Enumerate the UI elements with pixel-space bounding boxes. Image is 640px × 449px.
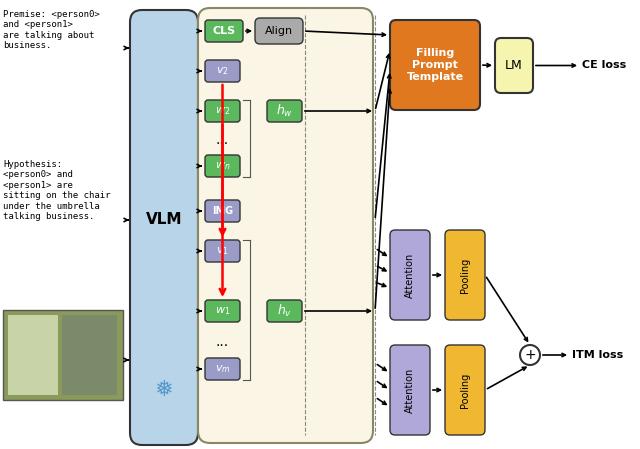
Text: ...: ... <box>216 335 228 349</box>
Text: Pooling: Pooling <box>460 372 470 408</box>
Text: Align: Align <box>265 26 293 36</box>
FancyBboxPatch shape <box>205 100 240 122</box>
FancyBboxPatch shape <box>267 100 302 122</box>
FancyBboxPatch shape <box>205 155 240 177</box>
Text: CE loss: CE loss <box>582 61 627 70</box>
FancyBboxPatch shape <box>390 345 430 435</box>
FancyBboxPatch shape <box>445 230 485 320</box>
Text: $h_v$: $h_v$ <box>277 303 292 319</box>
Text: CLS: CLS <box>212 26 236 36</box>
Text: VLM: VLM <box>146 212 182 228</box>
FancyBboxPatch shape <box>495 38 533 93</box>
Text: $v_1$: $v_1$ <box>216 245 229 257</box>
Text: ❅: ❅ <box>155 380 173 400</box>
FancyBboxPatch shape <box>205 20 243 42</box>
FancyBboxPatch shape <box>205 358 240 380</box>
FancyBboxPatch shape <box>390 20 480 110</box>
FancyBboxPatch shape <box>205 300 240 322</box>
Text: Pooling: Pooling <box>460 257 470 293</box>
Text: $w_1$: $w_1$ <box>215 305 230 317</box>
Text: IMG: IMG <box>212 206 233 216</box>
Text: Attention: Attention <box>405 252 415 298</box>
Text: +: + <box>524 348 536 362</box>
Text: Filling
Prompt
Template: Filling Prompt Template <box>406 48 463 82</box>
FancyBboxPatch shape <box>267 300 302 322</box>
Text: Hypothesis:
<person0> and
<person1> are
sitting on the chair
under the umbrella
: Hypothesis: <person0> and <person1> are … <box>3 160 111 221</box>
FancyBboxPatch shape <box>8 315 58 395</box>
Text: $v_m$: $v_m$ <box>214 363 230 375</box>
FancyBboxPatch shape <box>205 240 240 262</box>
Text: LM: LM <box>505 59 523 72</box>
FancyBboxPatch shape <box>205 60 240 82</box>
Text: $w_n$: $w_n$ <box>215 160 230 172</box>
Text: $h_w$: $h_w$ <box>276 103 293 119</box>
Text: Premise: <person0>
and <person1>
are talking about
business.: Premise: <person0> and <person1> are tal… <box>3 10 100 50</box>
Text: ...: ... <box>216 133 228 147</box>
Text: Attention: Attention <box>405 367 415 413</box>
FancyBboxPatch shape <box>130 10 198 445</box>
FancyBboxPatch shape <box>445 345 485 435</box>
FancyBboxPatch shape <box>390 230 430 320</box>
FancyBboxPatch shape <box>205 200 240 222</box>
Text: $w_2$: $w_2$ <box>215 105 230 117</box>
FancyBboxPatch shape <box>255 18 303 44</box>
FancyBboxPatch shape <box>62 315 117 395</box>
Text: ITM loss: ITM loss <box>572 350 623 360</box>
FancyBboxPatch shape <box>3 310 123 400</box>
FancyBboxPatch shape <box>198 8 373 443</box>
Text: $v_2$: $v_2$ <box>216 65 229 77</box>
